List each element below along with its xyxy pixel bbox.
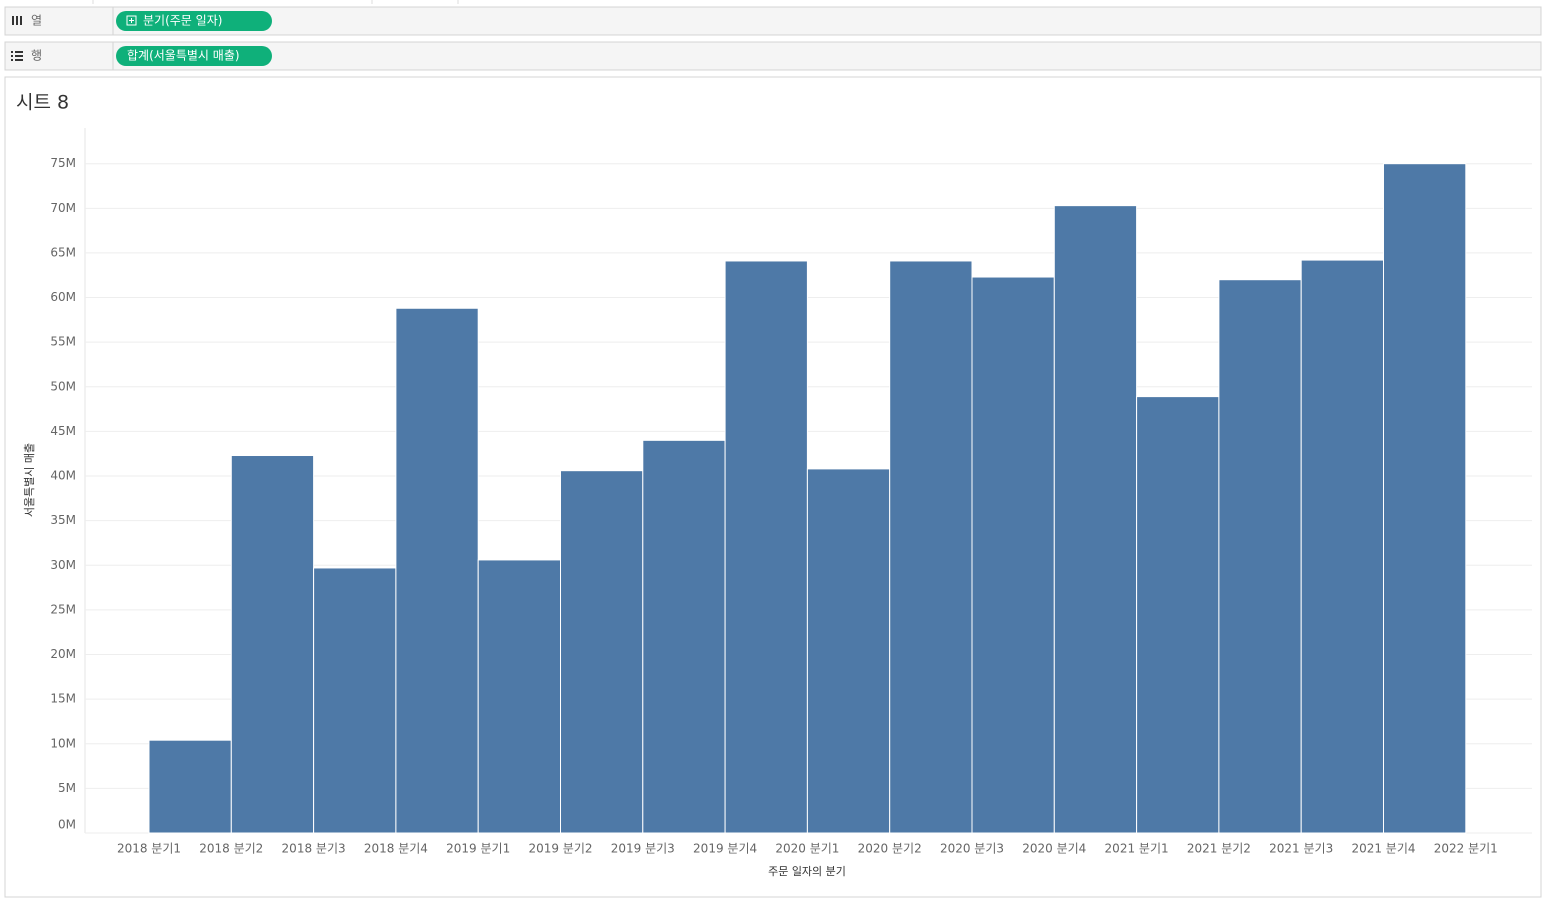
y-tick-label: 20M [50, 647, 76, 661]
x-tick-label: 2021 분기1 [1105, 842, 1169, 856]
x-tick-label: 2018 분기3 [282, 842, 346, 856]
pill-label[interactable]: 합계(서울특별시 매출) [127, 49, 240, 63]
y-tick-label: 5M [58, 781, 76, 795]
y-tick-label: 50M [50, 379, 76, 393]
y-tick-label: 35M [50, 513, 76, 527]
bar [230, 455, 315, 834]
x-tick-label: 2021 분기2 [1187, 842, 1251, 856]
pill[interactable] [116, 46, 272, 66]
x-tick-label: 2020 분기1 [775, 842, 839, 856]
x-tick-label: 2020 분기3 [940, 842, 1004, 856]
pill-label[interactable]: 분기(주문 일자) [143, 14, 222, 28]
x-tick-label: 2018 분기1 [117, 842, 181, 856]
y-tick-label: 60M [50, 290, 76, 304]
x-tick-label: 2020 분기4 [1022, 842, 1086, 856]
bar [395, 307, 479, 834]
y-tick-label: 0M [58, 818, 76, 832]
x-tick-label: 2019 분기2 [528, 842, 592, 856]
bar [313, 567, 397, 834]
bar [642, 439, 726, 834]
x-tick-label: 2020 분기2 [858, 842, 922, 856]
columns-icon [12, 16, 22, 25]
bar [1053, 205, 1138, 834]
bar [148, 739, 232, 834]
bar [724, 260, 808, 834]
sheet-title: 시트 8 [16, 92, 69, 114]
bar [560, 470, 644, 834]
bar [1383, 163, 1467, 834]
x-tick-label: 2018 분기2 [199, 842, 263, 856]
shelf-label: 행 [31, 48, 42, 63]
x-tick-label: 2021 분기3 [1269, 842, 1333, 856]
x-tick-label: 2018 분기4 [364, 842, 428, 856]
rows-icon [11, 51, 23, 61]
x-axis-title: 주문 일자의 분기 [768, 864, 846, 878]
y-tick-label: 75M [50, 156, 76, 170]
y-tick-label: 15M [50, 692, 76, 706]
x-tick-label: 2019 분기1 [446, 842, 510, 856]
expand-icon[interactable] [126, 15, 137, 26]
y-axis-title: 서울특별시 매출 [23, 443, 36, 517]
x-tick-label: 2019 분기3 [611, 842, 675, 856]
pill[interactable] [116, 11, 272, 31]
y-tick-label: 45M [50, 424, 76, 438]
bar [971, 276, 1055, 834]
bar [889, 260, 973, 834]
x-tick-label: 2021 분기4 [1351, 842, 1415, 856]
y-tick-label: 25M [50, 602, 76, 616]
bar [1300, 259, 1384, 834]
y-tick-label: 55M [50, 335, 76, 349]
bar [1136, 396, 1220, 834]
y-tick-label: 70M [50, 201, 76, 215]
shelf-label: 열 [31, 14, 42, 28]
y-tick-label: 65M [50, 245, 76, 259]
bar [1218, 279, 1302, 834]
x-tick-label: 2019 분기4 [693, 842, 757, 856]
y-tick-label: 40M [50, 469, 76, 483]
y-tick-label: 10M [50, 736, 76, 750]
x-tick-label: 2022 분기1 [1434, 842, 1498, 856]
y-tick-label: 30M [50, 558, 76, 572]
bar [806, 468, 891, 834]
bar [477, 559, 562, 834]
